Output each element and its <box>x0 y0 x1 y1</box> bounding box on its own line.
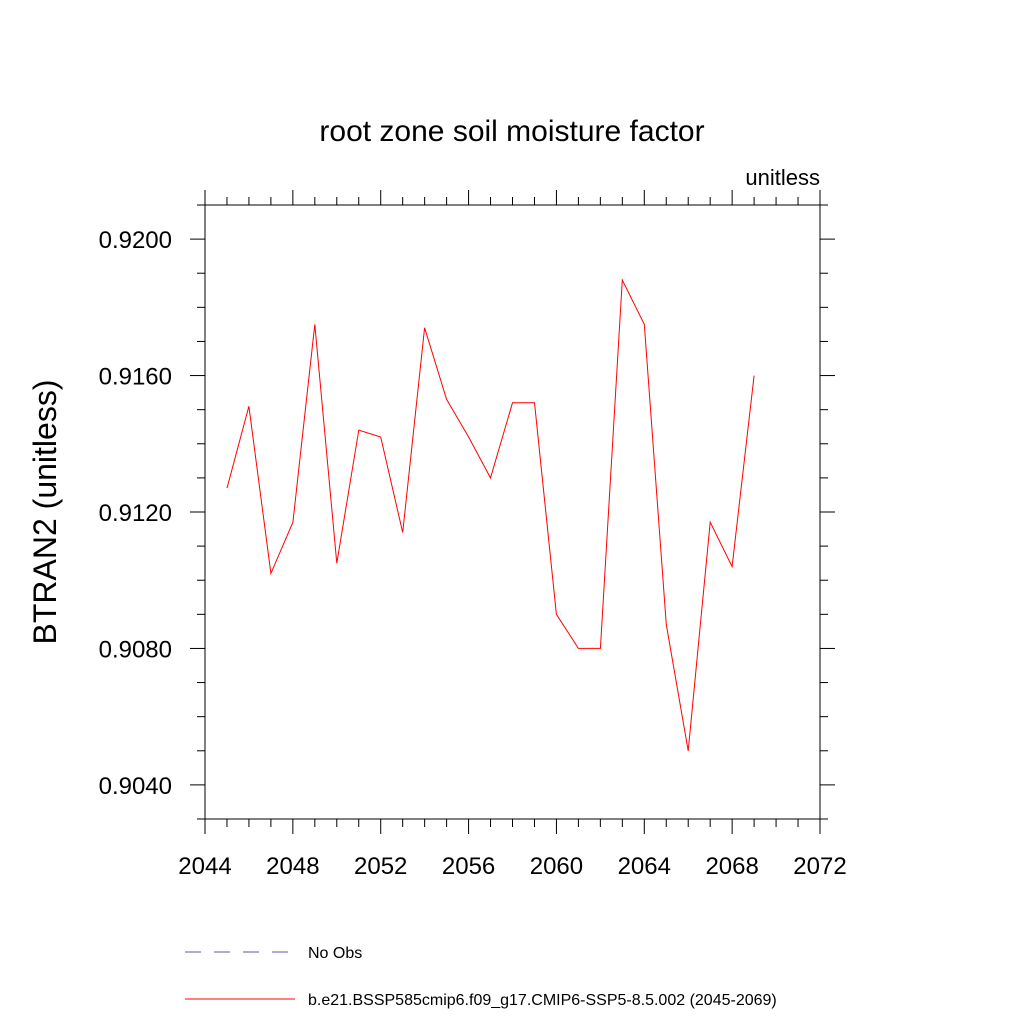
y-tick-label: 0.9080 <box>99 636 172 663</box>
legend-label: b.e21.BSSP585cmip6.f09_g17.CMIP6-SSP5-8.… <box>308 992 777 1009</box>
plot-frame <box>204 204 821 820</box>
x-tick-label: 2072 <box>793 853 846 880</box>
series-line <box>226 278 755 751</box>
y-tick-label: 0.9200 <box>99 227 172 254</box>
series-layer <box>226 278 755 751</box>
x-tick-label: 2068 <box>705 853 758 880</box>
y-axis-label: BTRAN2 (unitless) <box>27 380 63 645</box>
x-tick-label: 2052 <box>354 853 407 880</box>
units-label: unitless <box>745 165 820 190</box>
x-tick-label: 2060 <box>530 853 583 880</box>
x-tick-label: 2064 <box>618 853 671 880</box>
x-tick-label: 2044 <box>178 853 231 880</box>
x-tick-label: 2056 <box>442 853 495 880</box>
y-tick-label: 0.9160 <box>99 364 172 391</box>
chart-title: root zone soil moisture factor <box>319 115 704 148</box>
legend: No Obs b.e21.BSSP585cmip6.f09_g17.CMIP6-S… <box>185 945 777 1009</box>
x-tick-label: 2048 <box>266 853 319 880</box>
y-tick-labels: 0.9040 0.9080 0.9120 0.9160 0.9200 <box>99 227 172 800</box>
y-tick-label: 0.9120 <box>99 500 172 527</box>
y-tick-label: 0.9040 <box>99 773 172 800</box>
legend-label: No Obs <box>308 945 362 962</box>
x-tick-labels: 2044 2048 2052 2056 2060 2064 2068 2072 <box>178 853 846 880</box>
axis-ticks <box>190 190 835 834</box>
